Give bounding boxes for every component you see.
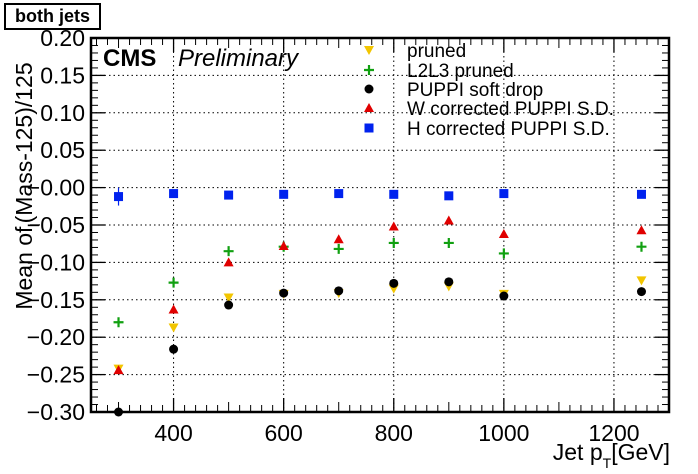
data-point bbox=[636, 225, 647, 235]
y-tick-label: −0.15 bbox=[27, 287, 85, 313]
data-point bbox=[498, 228, 509, 238]
data-point bbox=[388, 237, 399, 248]
legend-entry: L2L3 pruned bbox=[407, 61, 514, 82]
grid-lines bbox=[91, 37, 669, 413]
data-point bbox=[279, 189, 289, 199]
data-point bbox=[333, 243, 344, 254]
legend-entry: pruned bbox=[407, 41, 466, 62]
x-axis-label: Jet pT[GeV] bbox=[553, 439, 670, 471]
legend-marker bbox=[364, 84, 374, 94]
y-tick-label: −0.00 bbox=[27, 175, 85, 201]
legend-marker bbox=[364, 123, 374, 133]
y-tick-label: −0.20 bbox=[27, 324, 85, 350]
y-axis-label: Mean ofl(Mass-125)/125 bbox=[11, 62, 43, 309]
data-point bbox=[278, 240, 289, 250]
data-point bbox=[114, 407, 124, 417]
data-point bbox=[444, 277, 454, 287]
data-point bbox=[636, 241, 647, 252]
y-tick-label: 0.15 bbox=[40, 62, 85, 88]
x-tick-label: 800 bbox=[375, 420, 413, 446]
y-tick-label: −0.05 bbox=[27, 212, 85, 238]
data-point bbox=[168, 277, 179, 288]
data-point bbox=[334, 189, 344, 199]
jet-selection-tag: both jets bbox=[4, 3, 101, 30]
data-point bbox=[499, 291, 509, 301]
plot-frame bbox=[89, 36, 671, 414]
data-markers bbox=[113, 187, 647, 417]
x-tick-label: 400 bbox=[154, 420, 192, 446]
y-tick-label: −0.30 bbox=[27, 399, 85, 425]
data-point bbox=[388, 221, 399, 231]
data-point bbox=[113, 317, 124, 328]
cms-label: CMS bbox=[103, 45, 156, 72]
data-point bbox=[389, 189, 399, 199]
y-tick-label: 0.10 bbox=[40, 100, 85, 126]
legend-marker bbox=[364, 46, 374, 55]
data-point bbox=[223, 246, 234, 257]
y-tick-label: 0.05 bbox=[40, 137, 85, 163]
data-point bbox=[223, 293, 234, 303]
legend-entry: H corrected PUPPI S.D. bbox=[407, 119, 610, 140]
data-point bbox=[169, 344, 179, 354]
legend-marker bbox=[364, 103, 374, 112]
data-point bbox=[334, 286, 344, 296]
data-point bbox=[113, 365, 124, 375]
preliminary-label: Preliminary bbox=[178, 45, 300, 72]
data-point bbox=[224, 300, 234, 310]
data-point bbox=[168, 323, 179, 333]
data-point bbox=[443, 237, 454, 248]
data-point bbox=[636, 276, 647, 286]
x-tick-label: 1000 bbox=[478, 420, 529, 446]
y-tick-labels: −0.30 −0.25 −0.20 −0.15 −0.10 −0.05 −0.00 0.05 0… bbox=[27, 25, 85, 425]
y-tick-label: −0.25 bbox=[27, 362, 85, 388]
data-point bbox=[168, 304, 179, 314]
x-tick-labels: 400 600 800 1000 1200 bbox=[154, 420, 639, 446]
x-tick-label: 600 bbox=[264, 420, 302, 446]
data-point bbox=[443, 215, 454, 225]
y-tick-label: −0.10 bbox=[27, 249, 85, 275]
data-point bbox=[223, 257, 234, 267]
data-point bbox=[333, 234, 344, 244]
data-point bbox=[499, 189, 509, 199]
data-point bbox=[389, 278, 399, 288]
legend-marker bbox=[364, 65, 374, 75]
data-point bbox=[169, 189, 179, 199]
legend-entry: W corrected PUPPI S.D. bbox=[407, 99, 614, 120]
x-tick-label: 1200 bbox=[588, 420, 639, 446]
data-point bbox=[279, 288, 289, 298]
data-point bbox=[444, 191, 454, 201]
data-point bbox=[498, 248, 509, 259]
data-point bbox=[636, 189, 646, 199]
data-point bbox=[636, 287, 646, 297]
data-point bbox=[224, 190, 234, 200]
legend-entry: PUPPI soft drop bbox=[407, 80, 543, 101]
